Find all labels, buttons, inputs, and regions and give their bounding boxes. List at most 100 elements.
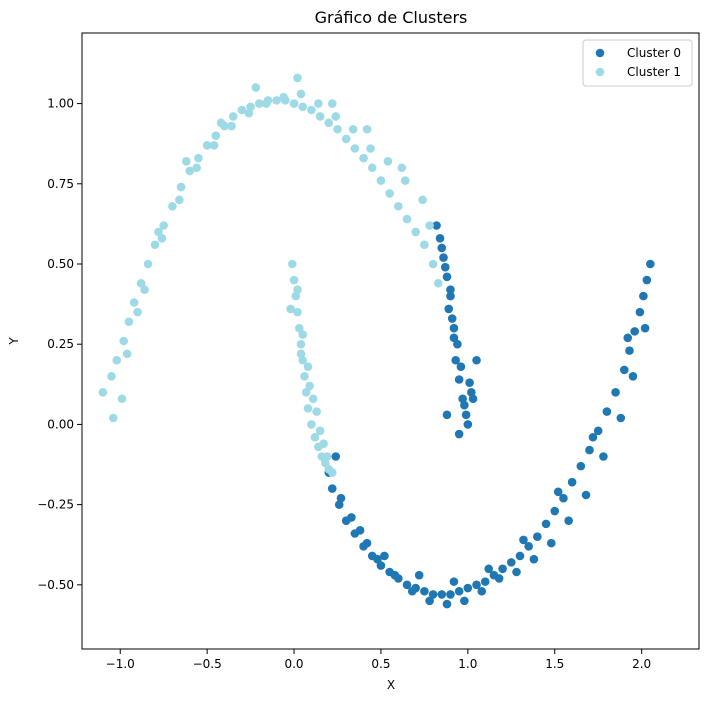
scatter-point — [498, 564, 507, 574]
scatter-point — [515, 551, 525, 561]
scatter-point — [564, 516, 573, 525]
scatter-point — [390, 570, 400, 580]
scatter-point — [347, 513, 356, 522]
scatter-point — [312, 407, 321, 416]
scatter-point — [394, 201, 403, 211]
scatter-point — [559, 493, 568, 503]
scatter-point — [272, 96, 281, 105]
scatter-point — [385, 189, 394, 198]
scatter-point — [279, 92, 288, 102]
scatter-point — [150, 240, 160, 250]
scatter-point — [168, 201, 177, 211]
scatter-point — [442, 272, 452, 282]
scatter-point — [296, 339, 306, 349]
scatter-point — [296, 349, 306, 359]
y-axis-label: Y — [7, 337, 21, 346]
scatter-point — [348, 124, 358, 134]
scatter-point — [359, 153, 368, 163]
scatter-point — [484, 564, 493, 574]
scatter-point — [533, 532, 542, 542]
scatter-point — [402, 580, 412, 590]
scatter-point — [355, 525, 365, 535]
scatter-point — [293, 285, 302, 294]
scatter-point — [296, 89, 306, 99]
scatter-point — [451, 355, 460, 365]
legend: Cluster 0 Cluster 1 — [582, 39, 693, 87]
scatter-point — [107, 371, 116, 381]
legend-box — [582, 39, 693, 87]
scatter-point — [192, 163, 202, 173]
y-tick-label: 1.00 — [47, 97, 74, 111]
scatter-point — [303, 404, 313, 413]
scatter-point — [456, 362, 466, 371]
scatter-point — [303, 362, 313, 371]
scatter-point — [524, 542, 533, 551]
scatter-point — [333, 124, 342, 134]
legend-marker — [595, 67, 605, 77]
scatter-point — [599, 452, 608, 461]
x-tick-label: 1.0 — [458, 657, 477, 671]
scatter-point — [444, 304, 454, 314]
points-layer — [98, 73, 655, 609]
scatter-point — [194, 153, 203, 163]
scatter-point — [350, 144, 360, 153]
scatter-point — [322, 452, 332, 461]
scatter-point — [446, 590, 455, 599]
scatter-point — [315, 426, 325, 436]
scatter-point — [425, 596, 434, 606]
scatter-point — [425, 221, 434, 230]
scatter-point — [454, 429, 464, 439]
scatter-point — [140, 285, 149, 294]
scatter-point — [307, 105, 316, 115]
scatter-point — [216, 118, 226, 128]
scatter-point — [442, 599, 452, 609]
scatter-point — [449, 333, 459, 343]
scatter-point — [289, 99, 299, 108]
scatter-point — [362, 538, 372, 548]
legend-label: Cluster 1 — [627, 65, 681, 79]
scatter-point — [454, 375, 464, 384]
scatter-point — [588, 432, 598, 442]
scatter-point — [407, 586, 417, 596]
scatter-point — [546, 538, 556, 548]
scatter-point — [383, 157, 393, 166]
scatter-point — [300, 371, 309, 381]
scatter-point — [373, 554, 382, 564]
y-axis: −0.50 −0.25 0.00 0.25 0.50 0.75 1.00 — [37, 97, 82, 592]
scatter-point — [400, 176, 410, 185]
scatter-point — [628, 371, 638, 381]
scatter-point — [181, 157, 191, 166]
scatter-point — [117, 394, 127, 404]
scatter-point — [108, 413, 118, 423]
scatter-point — [646, 259, 655, 269]
scatter-point — [446, 291, 455, 301]
scatter-point — [460, 596, 469, 606]
scatter-point — [472, 355, 481, 365]
scatter-point — [418, 195, 427, 205]
scatter-point — [366, 144, 375, 153]
x-tick-label: 2.0 — [632, 657, 651, 671]
legend-items: Cluster 0 Cluster 1 — [595, 46, 681, 79]
scatter-point — [305, 381, 314, 391]
scatter-point — [294, 323, 304, 333]
scatter-point — [454, 586, 464, 596]
scatter-point — [465, 378, 474, 388]
scatter-point — [331, 112, 341, 121]
scatter-point — [301, 388, 311, 397]
scatter-point — [447, 314, 457, 323]
scatter-point — [468, 394, 478, 404]
scatter-point — [261, 99, 271, 108]
scatter-point — [449, 577, 459, 586]
scatter-point — [293, 73, 302, 83]
scatter-point — [619, 365, 629, 375]
y-tick-label: 0.75 — [47, 177, 74, 191]
scatter-point — [402, 214, 412, 224]
scatter-point — [625, 346, 634, 355]
scatter-point — [376, 561, 386, 570]
scatter-point — [211, 131, 221, 140]
y-tick-label: 0.00 — [47, 417, 74, 431]
scatter-point — [129, 298, 139, 307]
chart-title: Gráfico de Clusters — [315, 8, 468, 27]
scatter-point — [477, 586, 487, 596]
